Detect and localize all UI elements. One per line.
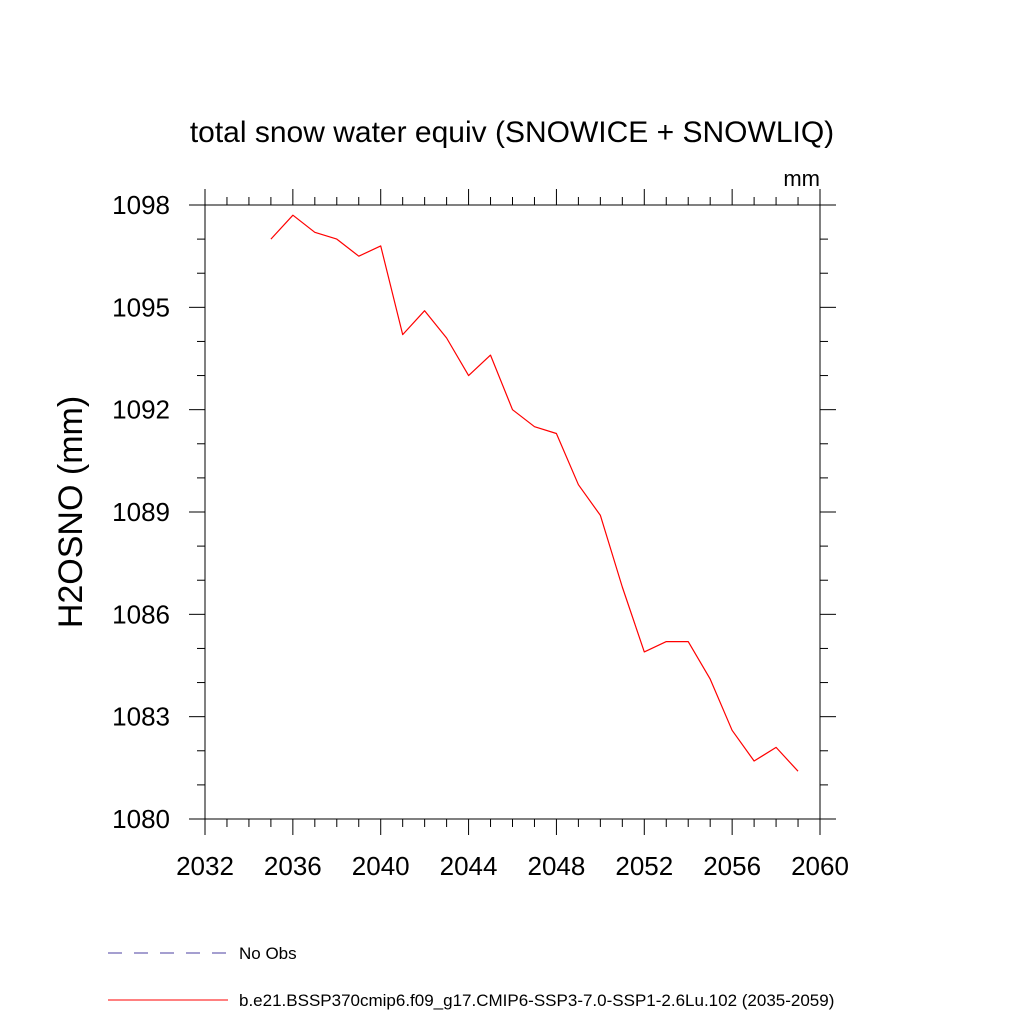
y-tick-label: 1089 bbox=[112, 497, 170, 527]
legend-label: No Obs bbox=[239, 944, 297, 963]
x-tick-label: 2044 bbox=[440, 851, 498, 881]
y-tick-label: 1095 bbox=[112, 292, 170, 322]
y-axis-label: H2OSNO (mm) bbox=[52, 396, 90, 628]
x-tick-label: 2040 bbox=[352, 851, 410, 881]
units-label: mm bbox=[783, 166, 820, 191]
x-tick-label: 2048 bbox=[528, 851, 586, 881]
y-tick-label: 1080 bbox=[112, 804, 170, 834]
plot-area-frame bbox=[204, 204, 821, 820]
x-tick-label: 2032 bbox=[176, 851, 234, 881]
y-tick-label: 1092 bbox=[112, 395, 170, 425]
y-tick-label: 1098 bbox=[112, 190, 170, 220]
axis-ticks: 2032 2036 2040 2044 2048 2052 2056 2060 1080 1083… bbox=[112, 189, 849, 881]
series-line bbox=[270, 214, 799, 772]
x-tick-label: 2036 bbox=[264, 851, 322, 881]
x-tick-label: 2056 bbox=[703, 851, 761, 881]
legend: No Obs b.e21.BSSP370cmip6.f09_g17.CMIP6-S… bbox=[108, 944, 834, 1010]
series-layer bbox=[270, 214, 799, 772]
x-tick-label: 2052 bbox=[615, 851, 673, 881]
x-tick-label: 2060 bbox=[791, 851, 849, 881]
y-tick-label: 1083 bbox=[112, 702, 170, 732]
chart-title: total snow water equiv (SNOWICE + SNOWLI… bbox=[190, 116, 834, 149]
y-tick-label: 1086 bbox=[112, 599, 170, 629]
legend-label: b.e21.BSSP370cmip6.f09_g17.CMIP6-SSP3-7.… bbox=[239, 991, 834, 1010]
